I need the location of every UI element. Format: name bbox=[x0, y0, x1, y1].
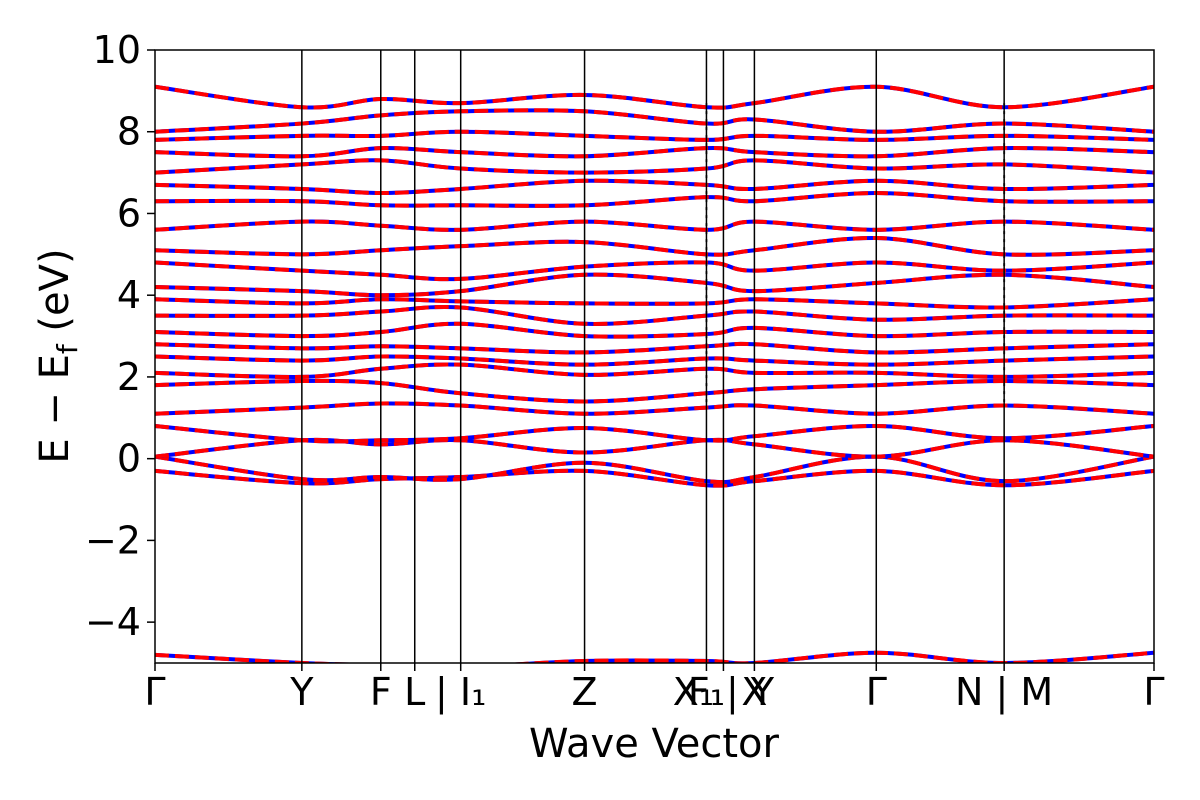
x-tick-label-4: | I₁ bbox=[435, 670, 486, 715]
band-9-spin-up bbox=[155, 341, 1154, 355]
band-1-spin-up bbox=[155, 468, 1154, 488]
y-tick-label-3: 2 bbox=[117, 355, 141, 399]
x-tick-label-6: F₁ bbox=[688, 670, 725, 714]
y-axis-title: E − Ef (eV) bbox=[32, 248, 84, 463]
x-tick-label-5: Z bbox=[572, 670, 598, 714]
band-lines bbox=[155, 84, 1154, 663]
x-tick-label-2: F bbox=[370, 670, 392, 714]
band-7-spin-up bbox=[155, 362, 1154, 380]
x-tick-label-3: L bbox=[404, 670, 425, 714]
band-13-spin-up bbox=[155, 272, 1154, 298]
y-tick-label-7: 10 bbox=[93, 28, 141, 72]
band-4-spin-up bbox=[155, 423, 1154, 444]
y-axis-title-main: E − E bbox=[32, 354, 78, 464]
x-tick-label-9: Γ bbox=[866, 670, 887, 714]
x-tick-label-11: Γ bbox=[1143, 670, 1164, 714]
y-axis-title-unit: (eV) bbox=[32, 248, 78, 344]
band-0-spin-up bbox=[155, 650, 1154, 663]
y-tick-label-6: 8 bbox=[117, 110, 141, 154]
y-axis: −4 −2 0 2 4 6 8 10 bbox=[85, 28, 155, 644]
x-tick-label-1: Y bbox=[289, 670, 314, 714]
band-8-spin-up bbox=[155, 354, 1154, 367]
y-tick-label-5: 6 bbox=[117, 191, 141, 235]
band-11-spin-up bbox=[155, 304, 1154, 326]
band-23-spin-up bbox=[155, 84, 1154, 110]
y-axis-title-subscript: f bbox=[51, 343, 84, 354]
plot-frame bbox=[154, 49, 1155, 664]
band-2-spin-up bbox=[155, 454, 1154, 485]
y-tick-label-0: −4 bbox=[85, 600, 141, 644]
x-tick-label-0: Γ bbox=[144, 670, 165, 714]
x-tick-label-7: X₁ | Y bbox=[673, 670, 775, 715]
band-18-spin-up bbox=[155, 178, 1154, 196]
band-17-spin-up bbox=[155, 191, 1154, 208]
band-19-spin-up bbox=[155, 158, 1154, 175]
band-5-spin-up bbox=[155, 401, 1154, 416]
kpoint-lines bbox=[301, 50, 1005, 663]
y-tick-label-2: 0 bbox=[117, 437, 141, 481]
band-20-spin-up bbox=[155, 145, 1154, 159]
band-12-spin-up bbox=[155, 297, 1154, 310]
band-6-spin-up bbox=[155, 378, 1154, 404]
band-15-spin-up bbox=[155, 235, 1154, 257]
x-tick-label-8: X bbox=[741, 670, 767, 714]
y-tick-label-4: 4 bbox=[117, 273, 141, 317]
x-tick-label-10: N | M bbox=[955, 670, 1053, 715]
x-axis-title: Wave Vector bbox=[529, 721, 780, 767]
band-16-spin-up bbox=[155, 219, 1154, 232]
band-22-spin-up bbox=[155, 108, 1154, 134]
y-tick-label-1: −2 bbox=[85, 518, 141, 562]
band-21-spin-up bbox=[155, 129, 1154, 142]
band-10-spin-up bbox=[155, 321, 1154, 339]
band-14-spin-up bbox=[155, 260, 1154, 282]
